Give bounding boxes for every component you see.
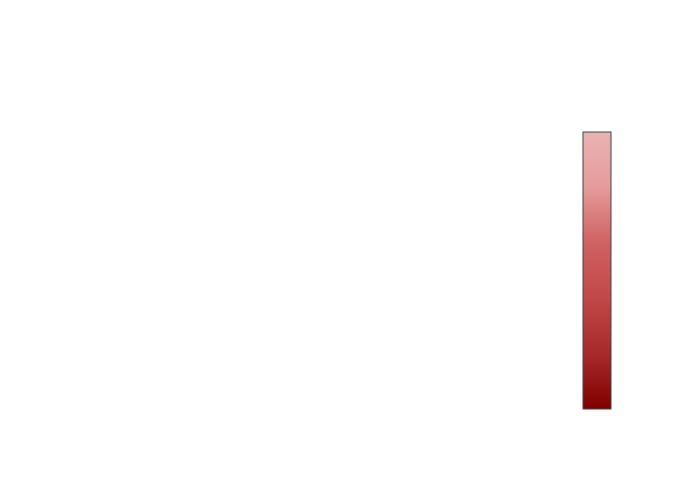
colorbar-gradient	[582, 131, 612, 410]
colorbar	[582, 131, 612, 410]
